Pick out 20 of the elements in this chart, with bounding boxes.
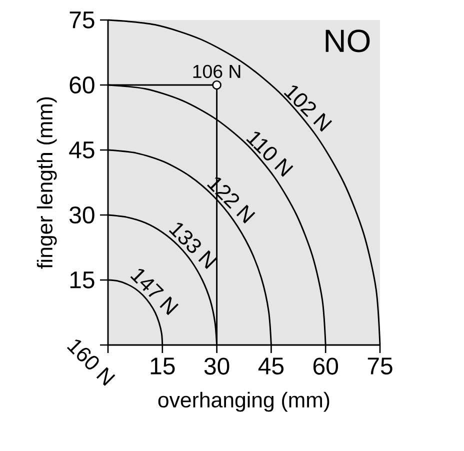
x-tick-label: 60 [313,358,338,375]
y-tick-label: 30 [70,206,94,224]
x-tick-label: 30 [204,358,230,375]
x-tick-label: 15 [150,358,175,374]
text: 110 N [246,132,294,177]
x-tick-label: 45 [258,358,284,374]
y-tick-label: 75 [70,12,94,28]
y-tick-label: 60 [70,76,94,94]
x-tick-label: 75 [368,358,392,374]
annotation: NO [326,30,370,52]
annotation: 106 N [193,64,240,78]
y-tick-label: 15 [70,272,94,288]
y-tick-label: 45 [69,142,94,158]
text: 102 N [284,85,332,132]
text: 122 N [207,177,256,224]
y-axis-title: finger length (mm) [36,97,57,269]
legend-label: 147 N [130,268,179,316]
text: 133 N [168,222,218,270]
annotation: 160 N [66,340,116,386]
x-axis-title: overhanging (mm) [158,392,330,412]
